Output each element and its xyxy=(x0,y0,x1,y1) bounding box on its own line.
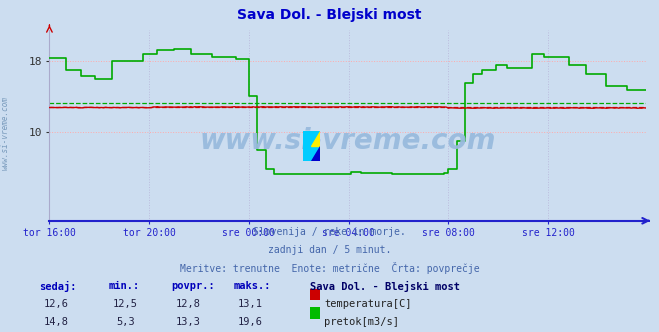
Text: Slovenija / reke in morje.: Slovenija / reke in morje. xyxy=(253,227,406,237)
Text: 14,8: 14,8 xyxy=(43,317,69,327)
Text: sedaj:: sedaj: xyxy=(40,281,77,291)
Polygon shape xyxy=(312,146,320,161)
Text: min.:: min.: xyxy=(109,281,140,290)
Polygon shape xyxy=(312,146,320,161)
Text: www.si-vreme.com: www.si-vreme.com xyxy=(1,96,10,170)
Text: 12,6: 12,6 xyxy=(43,299,69,309)
Text: maks.:: maks.: xyxy=(234,281,272,290)
Polygon shape xyxy=(312,131,320,146)
Text: 13,3: 13,3 xyxy=(175,317,200,327)
Text: zadnji dan / 5 minut.: zadnji dan / 5 minut. xyxy=(268,245,391,255)
Text: 12,5: 12,5 xyxy=(113,299,138,309)
Polygon shape xyxy=(303,131,320,161)
Text: povpr.:: povpr.: xyxy=(171,281,215,290)
Polygon shape xyxy=(312,131,320,161)
Text: 12,8: 12,8 xyxy=(175,299,200,309)
Text: Sava Dol. - Blejski most: Sava Dol. - Blejski most xyxy=(237,8,422,22)
Text: temperatura[C]: temperatura[C] xyxy=(324,299,412,309)
Polygon shape xyxy=(312,131,320,146)
Text: 5,3: 5,3 xyxy=(116,317,134,327)
Polygon shape xyxy=(303,131,320,161)
Text: Meritve: trenutne  Enote: metrične  Črta: povprečje: Meritve: trenutne Enote: metrične Črta: … xyxy=(180,262,479,274)
Text: www.si-vreme.com: www.si-vreme.com xyxy=(200,126,496,155)
Text: pretok[m3/s]: pretok[m3/s] xyxy=(324,317,399,327)
Text: 13,1: 13,1 xyxy=(238,299,263,309)
Text: Sava Dol. - Blejski most: Sava Dol. - Blejski most xyxy=(310,281,460,291)
Text: 19,6: 19,6 xyxy=(238,317,263,327)
